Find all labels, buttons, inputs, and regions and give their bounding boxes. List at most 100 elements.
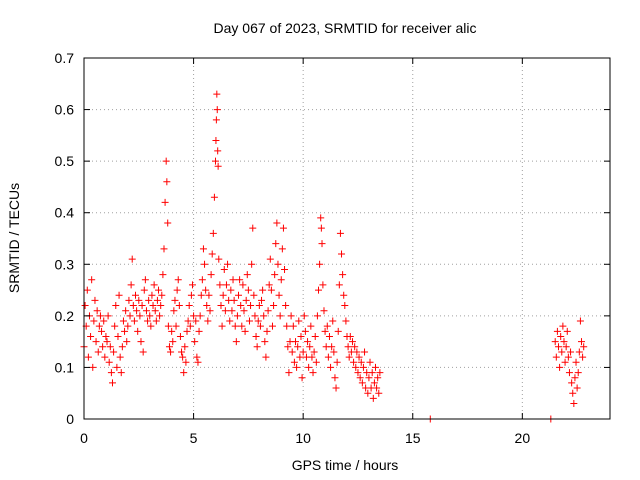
data-point [319, 281, 327, 289]
data-point [124, 322, 132, 330]
plot-border [83, 57, 611, 420]
data-point [212, 157, 219, 165]
data-point [331, 374, 339, 382]
data-point [562, 343, 570, 351]
data-point [137, 338, 145, 346]
data-point [563, 327, 571, 335]
data-point [251, 312, 259, 320]
data-point [176, 332, 184, 340]
data-point [230, 296, 238, 304]
data-point [232, 338, 240, 346]
data-point [213, 106, 221, 114]
data-point [221, 307, 229, 315]
data-point [149, 302, 157, 310]
data-point [289, 322, 297, 330]
data-point [214, 147, 222, 155]
data-point [212, 116, 220, 124]
data-point [300, 312, 308, 320]
y-tick-label: 0.7 [55, 50, 75, 66]
chart-title: Day 067 of 2023, SRMTID for receiver ali… [214, 20, 477, 36]
data-point [351, 343, 359, 351]
data-point [320, 307, 328, 315]
data-point [364, 389, 372, 397]
data-point [336, 229, 344, 237]
data-point [354, 369, 362, 377]
data-point [123, 338, 131, 346]
data-point [241, 327, 249, 335]
data-point [260, 312, 268, 320]
x-tick-label: 0 [80, 430, 88, 446]
data-point [218, 322, 226, 330]
data-point [212, 137, 220, 145]
data-point [295, 317, 303, 325]
data-point [554, 343, 562, 351]
data-point [338, 250, 346, 258]
data-point [358, 379, 366, 387]
data-point [165, 343, 173, 351]
data-point [333, 358, 341, 366]
data-point [564, 353, 572, 361]
data-point [361, 348, 369, 356]
data-point [357, 358, 365, 366]
data-point [313, 312, 321, 320]
data-point [210, 193, 218, 201]
data-point [217, 302, 225, 310]
data-point [172, 322, 180, 330]
data-point [119, 317, 127, 325]
data-point [238, 322, 246, 330]
data-point [570, 400, 578, 408]
data-point [309, 369, 317, 377]
data-point [199, 245, 207, 253]
data-point [268, 322, 276, 330]
data-point [561, 358, 569, 366]
data-point [307, 322, 315, 330]
data-point [553, 327, 561, 335]
data-point [113, 363, 121, 371]
data-point [125, 296, 133, 304]
y-tick-label: 0.3 [55, 256, 75, 272]
data-point [127, 281, 135, 289]
data-point [276, 312, 284, 320]
data-point [180, 369, 188, 377]
data-point [121, 327, 129, 335]
data-point [277, 276, 285, 284]
data-point [91, 296, 99, 304]
data-point [93, 307, 101, 315]
data-point [184, 317, 192, 325]
data-point [173, 286, 181, 294]
data-point [579, 353, 587, 361]
data-point [368, 369, 376, 377]
data-point [237, 302, 245, 310]
data-point [376, 369, 384, 377]
data-point [256, 322, 264, 330]
data-point [374, 374, 382, 382]
data-point [186, 322, 194, 330]
data-point [117, 369, 125, 377]
data-point [235, 291, 243, 299]
data-point [255, 302, 263, 310]
data-point [350, 358, 358, 366]
data-point [135, 296, 143, 304]
data-point [142, 307, 150, 315]
data-point [239, 281, 247, 289]
data-point [185, 302, 193, 310]
data-point [552, 353, 560, 361]
data-point [557, 332, 565, 340]
data-point [128, 255, 136, 263]
data-point [107, 369, 115, 377]
data-point [132, 291, 140, 299]
data-point [190, 312, 198, 320]
y-tick-label: 0.4 [55, 205, 75, 221]
data-point [287, 312, 295, 320]
data-point [174, 276, 182, 284]
data-point [208, 250, 216, 258]
data-point [130, 317, 138, 325]
data-point [215, 255, 223, 263]
data-point [317, 224, 325, 232]
data-point [106, 343, 114, 351]
data-point [205, 291, 213, 299]
data-point [134, 327, 142, 335]
grid-lines [84, 58, 610, 419]
data-point [264, 307, 272, 315]
